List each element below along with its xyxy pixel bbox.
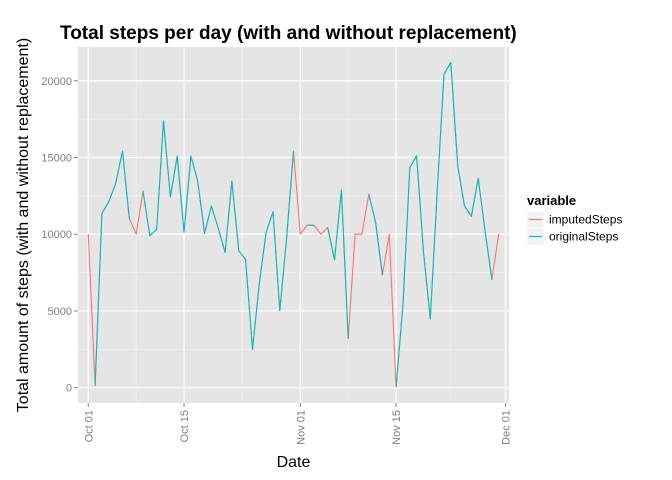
legend-item-originalSteps: originalSteps bbox=[526, 227, 618, 246]
chart-title: Total steps per day (with and without re… bbox=[60, 23, 517, 44]
x-tick-label: Nov 01 bbox=[295, 410, 307, 445]
series-originalSteps bbox=[94, 61, 493, 388]
legend-label: originalSteps bbox=[549, 230, 618, 244]
plot-panel bbox=[78, 47, 509, 403]
series-lines bbox=[87, 61, 500, 388]
x-tick-label: Oct 01 bbox=[83, 410, 95, 442]
y-axis-title: Total amount of steps (with and without … bbox=[15, 38, 32, 412]
axes: 0 5000 10000 15000 20000 Oct 01 Oct 15 Nov 01 No… bbox=[41, 76, 512, 445]
legend: variable imputedSteps originalSteps bbox=[526, 193, 622, 246]
y-tick-label: 20000 bbox=[41, 76, 72, 88]
grid-lines bbox=[78, 47, 509, 403]
x-tick-label: Dec 01 bbox=[501, 410, 513, 445]
legend-label: imputedSteps bbox=[549, 213, 622, 227]
y-tick-label: 5000 bbox=[48, 306, 72, 318]
y-tick-label: 0 bbox=[66, 383, 72, 395]
series-line-originalSteps bbox=[327, 189, 349, 339]
series-line-originalSteps bbox=[395, 61, 493, 388]
series-line-originalSteps bbox=[94, 150, 130, 386]
legend-item-imputedSteps: imputedSteps bbox=[526, 210, 622, 229]
legend-items: imputedSteps originalSteps bbox=[526, 210, 622, 246]
series-line-originalSteps bbox=[368, 194, 383, 276]
x-tick-label: Oct 15 bbox=[179, 410, 191, 442]
y-tick-label: 15000 bbox=[41, 152, 72, 164]
x-axis-title: Date bbox=[277, 454, 311, 471]
x-tick-label: Nov 15 bbox=[391, 410, 403, 445]
y-tick-label: 10000 bbox=[41, 229, 72, 241]
series-line-originalSteps bbox=[142, 120, 295, 350]
legend-title: variable bbox=[527, 193, 576, 208]
